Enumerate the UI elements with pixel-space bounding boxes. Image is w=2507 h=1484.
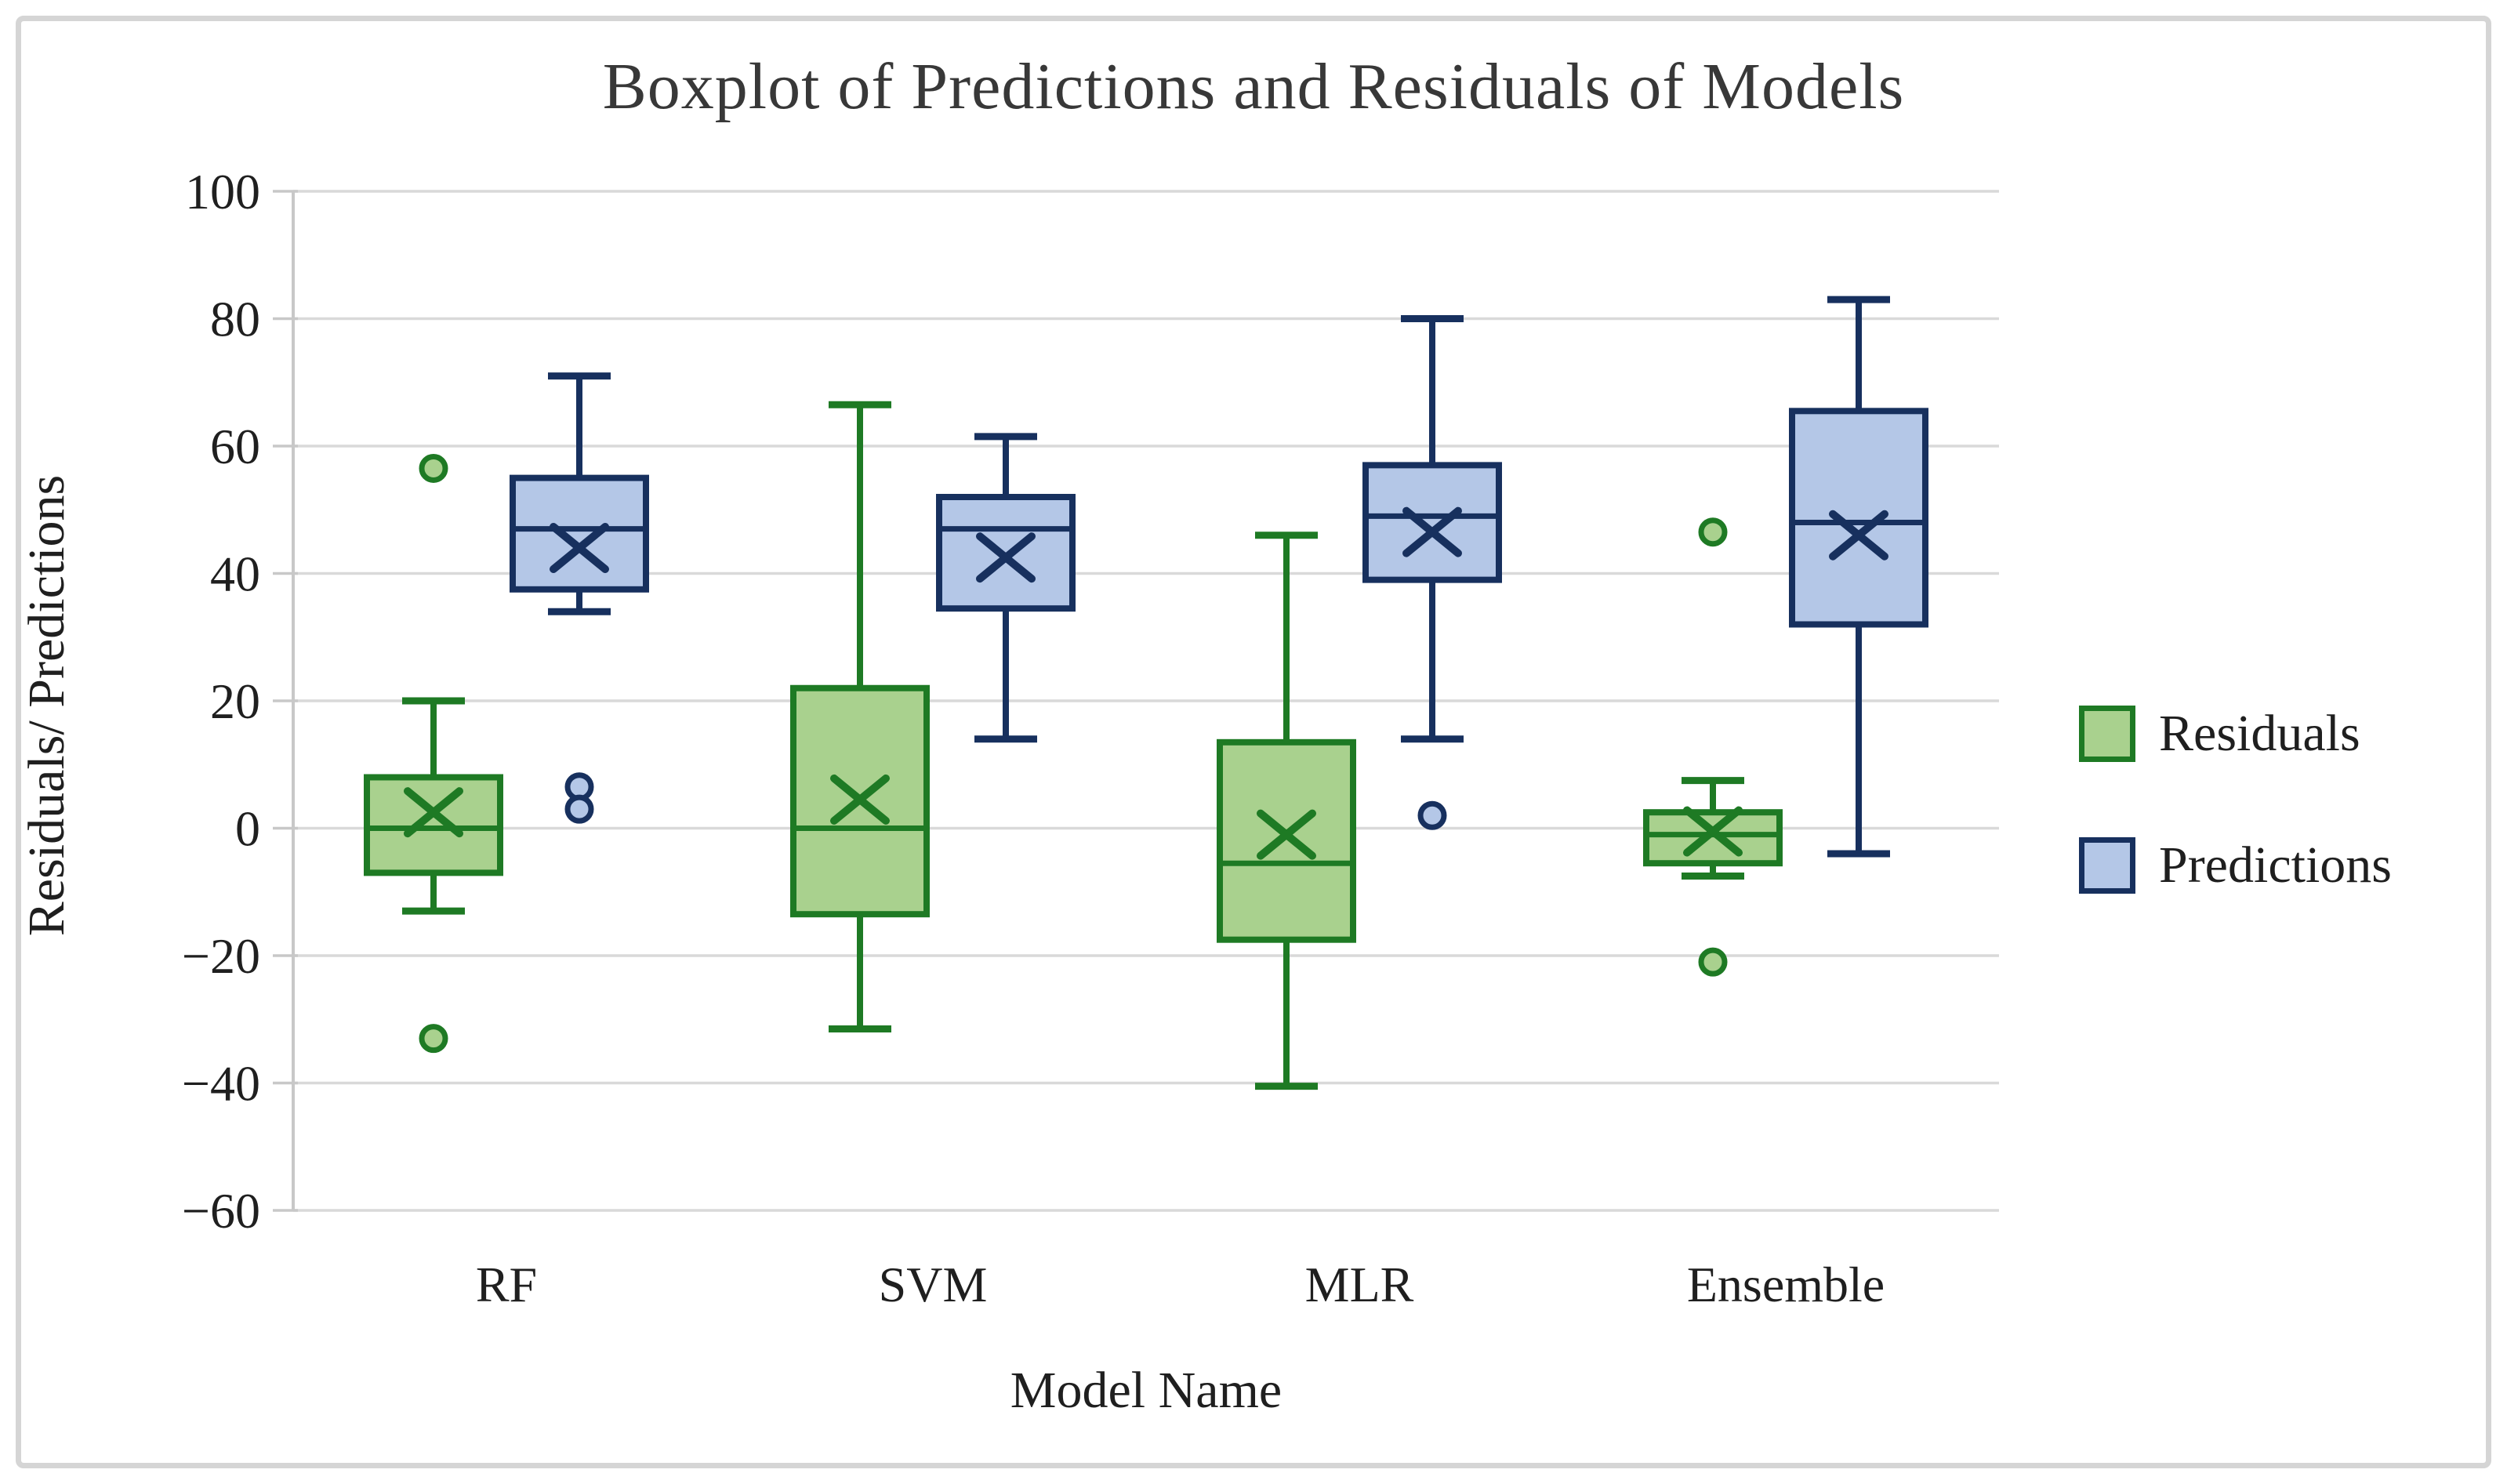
boxplot-predictions-svm[interactable]: [936, 433, 1076, 743]
outlier-point[interactable]: [419, 453, 448, 483]
x-axis-title: Model Name: [1010, 1362, 1283, 1419]
legend-swatch-residuals: [2079, 706, 2135, 762]
boxplot-residuals-rf[interactable]: [364, 453, 503, 1054]
x-category-label-svm: SVM: [879, 1257, 988, 1312]
y-tick-label: −40: [182, 1056, 260, 1112]
mean-marker[interactable]: [404, 787, 463, 838]
mean-marker[interactable]: [1257, 809, 1316, 860]
mean-marker[interactable]: [1402, 506, 1462, 557]
boxplot-residuals-mlr[interactable]: [1217, 532, 1356, 1090]
legend-swatch-predictions: [2079, 837, 2135, 894]
legend: Residuals Predictions: [2079, 704, 2392, 895]
box-iqr[interactable]: [510, 474, 649, 593]
box-iqr[interactable]: [1643, 809, 1783, 867]
y-tick-label: 40: [210, 546, 260, 602]
box-iqr[interactable]: [1789, 408, 1928, 628]
mean-marker[interactable]: [1829, 510, 1888, 561]
outlier-point[interactable]: [564, 794, 594, 824]
legend-item-residuals[interactable]: Residuals: [2079, 704, 2392, 764]
outlier-point[interactable]: [1698, 517, 1728, 547]
mean-marker[interactable]: [1683, 806, 1743, 857]
box-iqr[interactable]: [1362, 462, 1502, 583]
boxplot-residuals-ensemble[interactable]: [1643, 517, 1783, 977]
chart-title: Boxplot of Predictions and Residuals of …: [602, 50, 1905, 123]
boxplot-residuals-svm[interactable]: [790, 401, 930, 1032]
x-category-label-rf: RF: [476, 1257, 537, 1312]
y-tick-label: 80: [210, 292, 260, 347]
y-tick-label: 20: [210, 673, 260, 729]
box-iqr[interactable]: [364, 774, 503, 876]
mean-marker[interactable]: [830, 774, 890, 825]
legend-item-predictions[interactable]: Predictions: [2079, 836, 2392, 895]
y-tick-label: 60: [210, 419, 260, 474]
legend-label: Predictions: [2159, 836, 2392, 894]
boxplot-predictions-mlr[interactable]: [1362, 315, 1502, 830]
x-category-label-mlr: MLR: [1305, 1257, 1414, 1312]
boxplot-predictions-ensemble[interactable]: [1789, 296, 1928, 858]
y-tick-label: 0: [235, 801, 260, 857]
outlier-point[interactable]: [419, 1024, 448, 1054]
box-iqr[interactable]: [1217, 738, 1356, 943]
y-tick-label: −60: [182, 1183, 260, 1239]
y-tick-label: 100: [185, 164, 260, 220]
y-tick-label: −20: [182, 928, 260, 984]
outlier-point[interactable]: [1417, 800, 1447, 830]
outlier-point[interactable]: [1698, 947, 1728, 977]
mean-marker[interactable]: [550, 523, 609, 573]
mean-marker[interactable]: [976, 532, 1036, 583]
boxplot-predictions-rf[interactable]: [510, 372, 649, 824]
x-category-label-ensemble: Ensemble: [1687, 1257, 1885, 1312]
legend-label: Residuals: [2159, 705, 2360, 762]
